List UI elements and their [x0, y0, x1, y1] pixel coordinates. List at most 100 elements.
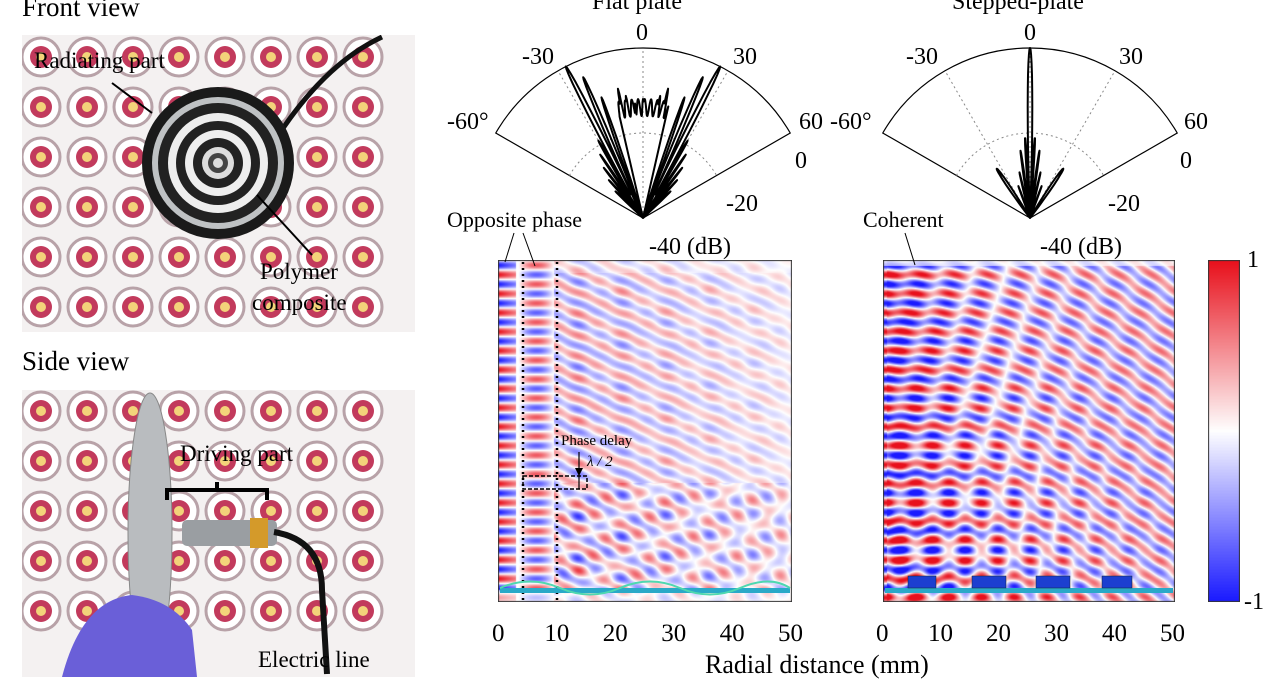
- front-view-photo: Radiating part Polymer composite: [22, 35, 415, 332]
- x-tick: 10: [928, 620, 953, 647]
- logo-pattern: [66, 286, 108, 328]
- logo-pattern: [66, 490, 108, 532]
- x-tick: 0: [492, 620, 505, 647]
- step-r-40: -40 (dB): [1040, 234, 1122, 260]
- logo-pattern: [158, 390, 200, 432]
- x-tick: 30: [1044, 620, 1069, 647]
- x-tick: 50: [778, 620, 803, 647]
- logo-pattern: [250, 540, 292, 582]
- logo-pattern: [204, 540, 246, 582]
- logo-pattern: [66, 36, 108, 78]
- logo-pattern: [22, 236, 62, 278]
- step-tick-m60: -60°: [830, 109, 872, 135]
- logo-pattern: [250, 236, 292, 278]
- logo-pattern: [250, 390, 292, 432]
- flat-r-20: -20: [726, 191, 758, 217]
- polar-plot: [494, 47, 792, 219]
- logo-pattern: [66, 236, 108, 278]
- side-view-photo: Driving part Electric line: [22, 390, 415, 677]
- logo-pattern: [22, 186, 62, 228]
- x-tick: 0: [876, 620, 889, 647]
- x-tick: 40: [1102, 620, 1127, 647]
- flat-tick-30: 30: [733, 44, 757, 70]
- logo-pattern: [22, 540, 62, 582]
- label-electric-line: Electric line: [258, 647, 370, 672]
- logo-pattern: [204, 440, 246, 482]
- step-tick-m30: -30: [906, 44, 938, 70]
- callout-arrow: [111, 82, 153, 114]
- logo-pattern: [204, 590, 246, 632]
- flat-tick-m30: -30: [522, 44, 554, 70]
- logo-pattern: [158, 236, 200, 278]
- logo-pattern: [296, 590, 338, 632]
- logo-pattern: [342, 490, 384, 532]
- logo-pattern: [342, 186, 384, 228]
- logo-pattern: [296, 236, 338, 278]
- logo-pattern: [342, 540, 384, 582]
- logo-pattern: [296, 136, 338, 178]
- x-tick: 40: [719, 620, 745, 647]
- logo-pattern: [296, 36, 338, 78]
- logo-pattern: [66, 440, 108, 482]
- logo-pattern: [22, 136, 62, 178]
- logo-pattern: [158, 36, 200, 78]
- polar-flat-title: Flat plate: [592, 0, 682, 15]
- step-r-20: -20: [1108, 191, 1140, 217]
- logo-pattern: [250, 590, 292, 632]
- step-tick-30: 30: [1119, 44, 1143, 70]
- x-tick: 30: [661, 620, 687, 647]
- logo-pattern: [342, 236, 384, 278]
- logo-pattern: [250, 36, 292, 78]
- logo-pattern: [204, 36, 246, 78]
- logo-pattern: [22, 490, 62, 532]
- x-tick: 20: [986, 620, 1011, 647]
- logo-pattern: [204, 286, 246, 328]
- logo-pattern: [112, 36, 154, 78]
- flat-tick-0: 0: [636, 20, 648, 46]
- logo-pattern: [66, 136, 108, 178]
- logo-pattern: [112, 236, 154, 278]
- x-axis-label: Radial distance (mm): [705, 650, 929, 679]
- step-tick-60: 60: [1184, 109, 1208, 135]
- logo-pattern: [204, 390, 246, 432]
- driving-bracket: [165, 482, 269, 500]
- polar-frame: [494, 47, 792, 219]
- step-r-0: 0: [1180, 148, 1192, 174]
- label-radiating-part: Radiating part: [34, 48, 165, 73]
- logo-pattern: [296, 440, 338, 482]
- logo-pattern: [342, 286, 384, 328]
- beam-pattern-curve: [564, 65, 722, 219]
- logo-pattern: [342, 86, 384, 128]
- polar-grid-arc: [568, 132, 718, 176]
- logo-pattern: [342, 440, 384, 482]
- logo-pattern: [296, 286, 338, 328]
- flat-r-0: 0: [795, 148, 807, 174]
- electric-line: [273, 529, 330, 675]
- gloved-hand: [62, 595, 197, 677]
- polar-stepped-title: Stepped-plate: [952, 0, 1084, 15]
- step-tick-0: 0: [1024, 20, 1036, 46]
- flat-tick-m60: -60°: [447, 109, 489, 135]
- logo-pattern: [22, 590, 62, 632]
- logo-pattern: [22, 36, 62, 78]
- label-driving-part: Driving part: [180, 441, 294, 466]
- transducer-band: [250, 518, 268, 548]
- colorbar: [1208, 260, 1240, 602]
- x-tick: 50: [1160, 620, 1185, 647]
- logo-pattern: [296, 186, 338, 228]
- polar-plot: [881, 47, 1179, 219]
- radiating-disc: [213, 158, 223, 168]
- logo-pattern: [342, 390, 384, 432]
- flat-r-40: -40 (dB): [649, 234, 731, 260]
- colorbar-max: 1: [1247, 247, 1259, 273]
- logo-pattern: [296, 390, 338, 432]
- stepped-field-map: [883, 260, 1175, 602]
- label-composite: composite: [252, 290, 347, 315]
- colorbar-min: -1: [1244, 589, 1264, 615]
- front-view-title: Front view: [22, 0, 140, 22]
- callout-arrow: [256, 194, 313, 256]
- logo-pattern: [22, 440, 62, 482]
- label-polymer: Polymer: [260, 259, 338, 284]
- flat-field-map: [498, 260, 792, 602]
- polar-grid-spoke: [1029, 70, 1116, 219]
